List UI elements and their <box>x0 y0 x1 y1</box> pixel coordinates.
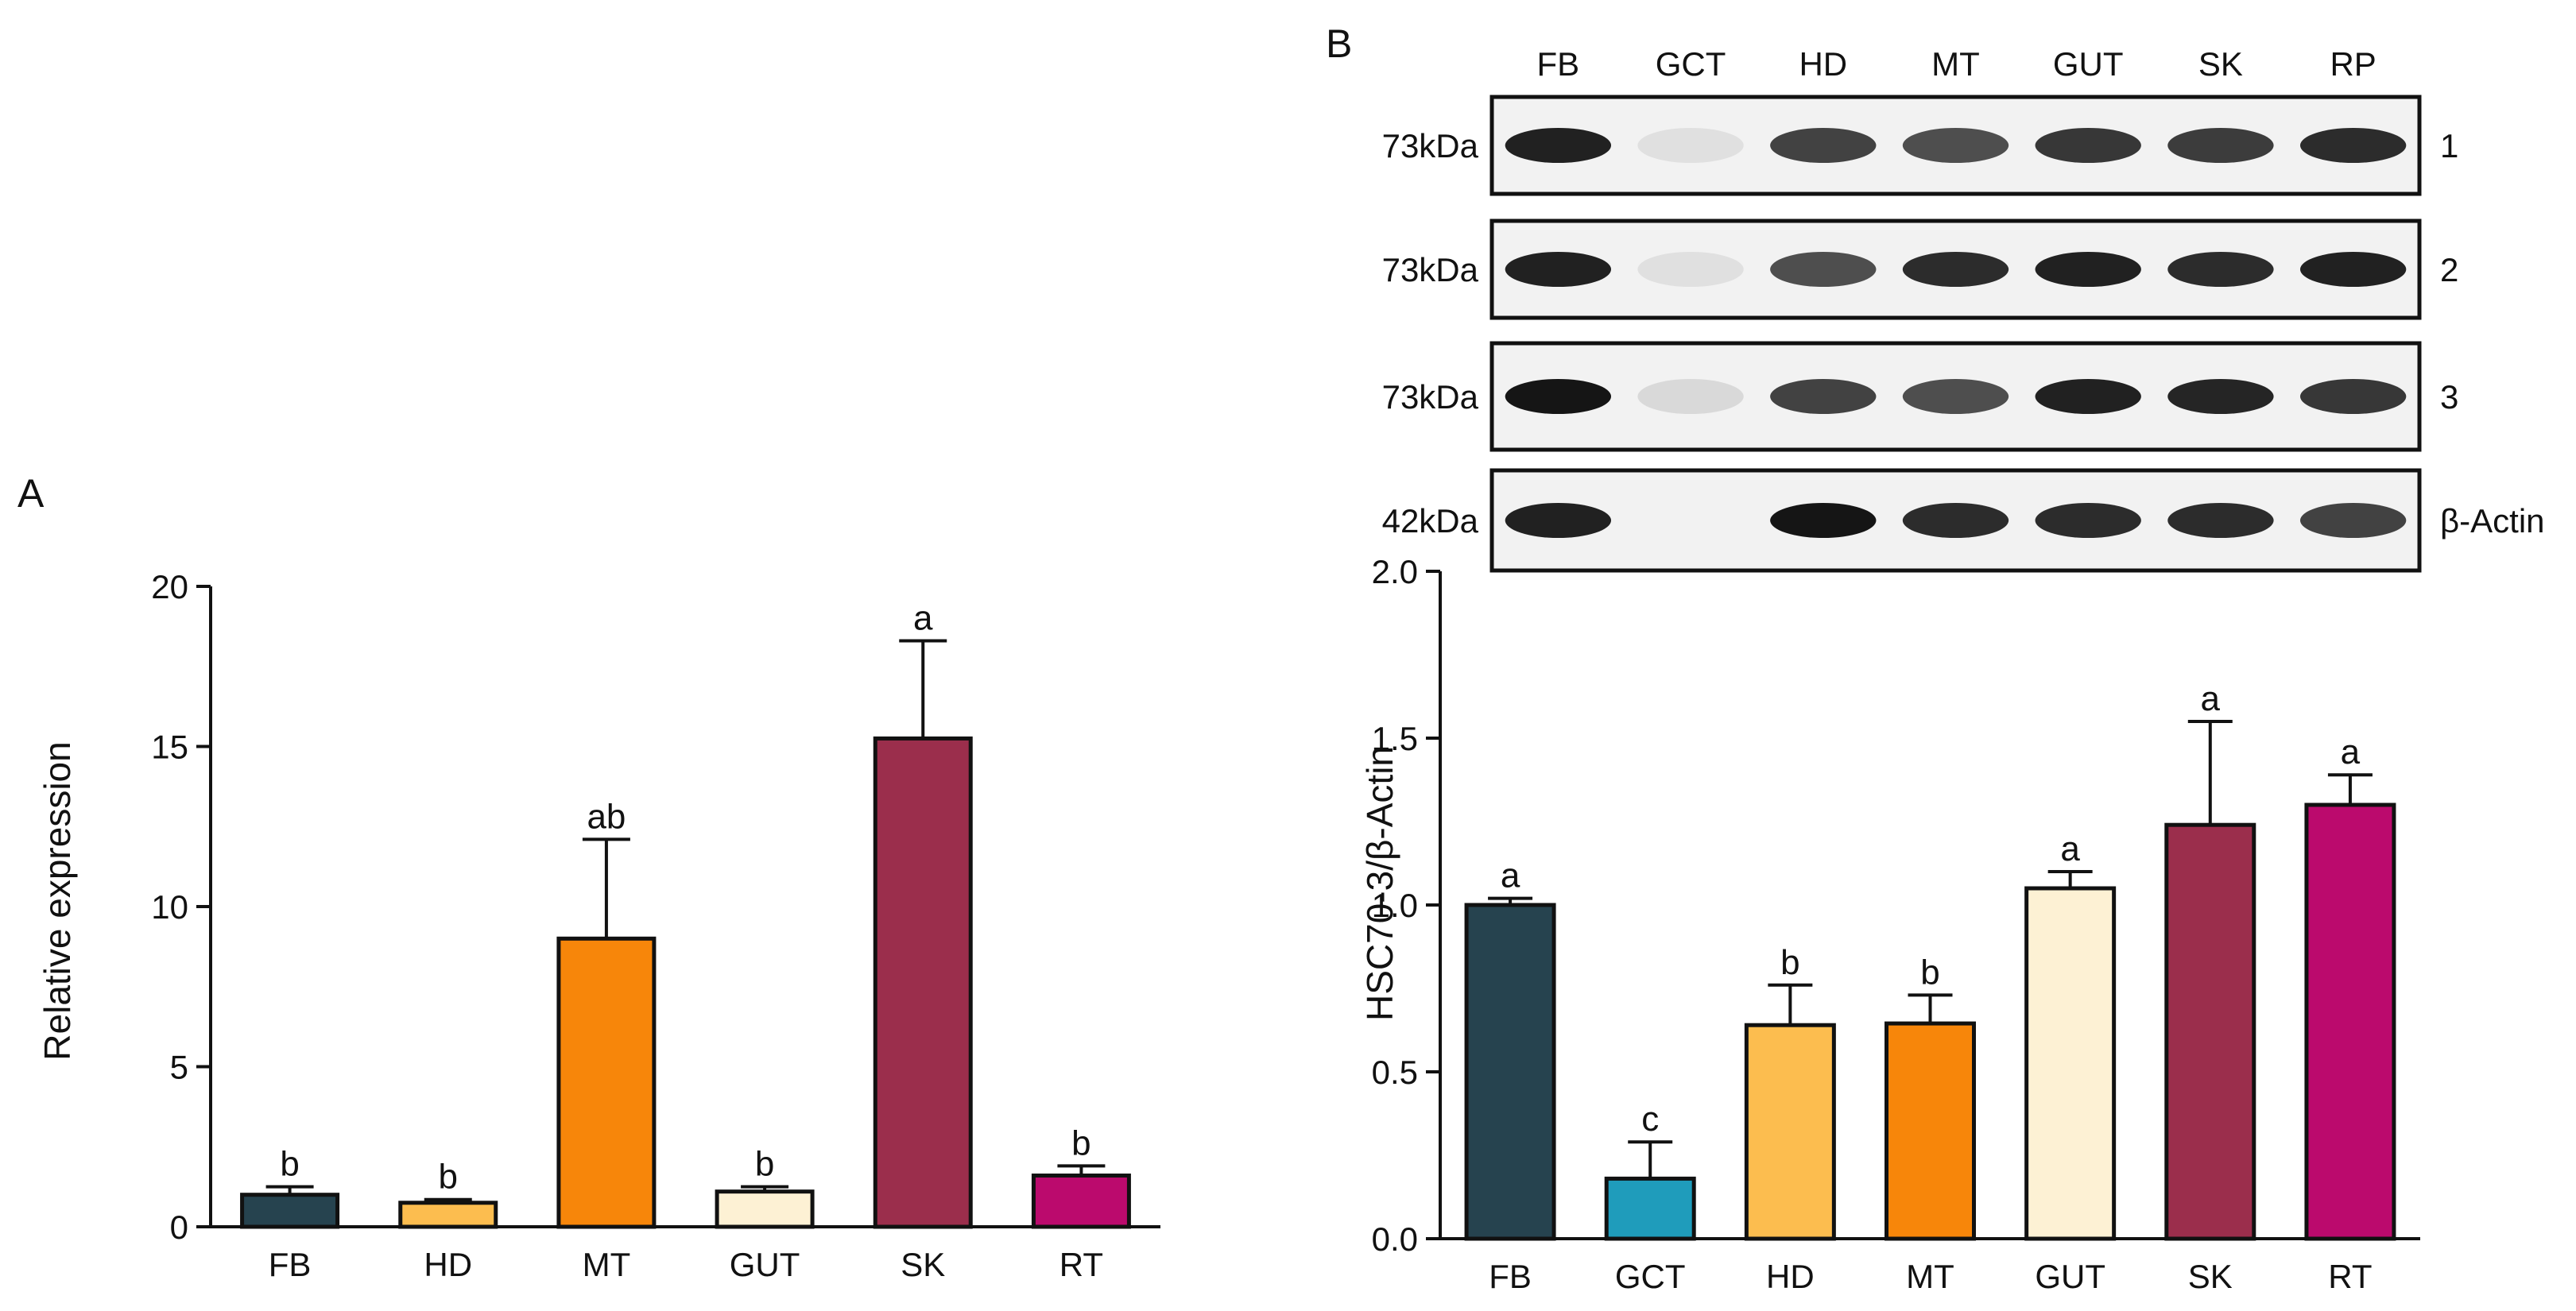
bar-hd <box>1744 1023 1836 1241</box>
x-tick-label: GUT <box>730 1246 800 1283</box>
blot-band <box>2035 503 2141 538</box>
significance-label: b <box>1920 953 1939 992</box>
bar-gut <box>2024 886 2117 1241</box>
significance-label: b <box>280 1145 299 1184</box>
bar-fb <box>240 1193 340 1229</box>
significance-label: a <box>2201 679 2221 718</box>
significance-label: ab <box>587 797 626 836</box>
chart-a: Relative expression 05101520bFBbHDabMTbG… <box>37 568 1160 1283</box>
blot-band <box>2035 379 2141 414</box>
blot-band <box>1505 379 1612 414</box>
blot-band <box>1770 252 1877 287</box>
x-tick-label: FB <box>269 1246 312 1283</box>
blot-band <box>2167 503 2274 538</box>
y-tick-label: 2.0 <box>1372 553 1418 590</box>
y-tick-label: 0.5 <box>1372 1054 1418 1091</box>
blot-band <box>2299 503 2407 538</box>
y-tick-label: 0 <box>170 1209 188 1246</box>
x-tick-label: RT <box>2328 1258 2372 1295</box>
blot-band <box>2299 128 2407 163</box>
blot-band <box>1637 252 1744 287</box>
x-tick-label: SK <box>2188 1258 2233 1295</box>
x-tick-label: RT <box>1059 1246 1103 1283</box>
bar-gct <box>1604 1176 1696 1241</box>
x-tick-label: FB <box>1489 1258 1532 1295</box>
blot-mw-label: 73kDa <box>1382 127 1479 164</box>
bar-mt <box>1885 1021 1976 1241</box>
lane-label-rp: RP <box>2330 45 2376 83</box>
blot-row-label: 2 <box>2440 251 2458 288</box>
x-tick-label: HD <box>1766 1258 1815 1295</box>
western-blot: FB GCT HD MT GUT SK RP 73kDa 1 73kDa 2 73kDa 3 42kDa β… <box>1382 45 2545 573</box>
blot-row-label: 3 <box>2440 378 2458 416</box>
bar-fb <box>1464 903 1556 1241</box>
x-tick-label: SK <box>901 1246 945 1283</box>
lane-label-fb: FB <box>1537 45 1580 83</box>
blot-band <box>2299 252 2407 287</box>
y-tick-label: 15 <box>151 729 188 766</box>
bar-rt <box>1031 1174 1131 1229</box>
x-tick-label: MT <box>1906 1258 1954 1295</box>
significance-label: a <box>913 599 933 638</box>
blot-band <box>2035 252 2141 287</box>
lane-label-sk: SK <box>2198 45 2243 83</box>
bar-rt <box>2304 802 2396 1241</box>
chart-b-ylabel: HSC70-3/β-Actin <box>1359 746 1400 1021</box>
blot-band <box>1902 503 2009 538</box>
lane-label-gut: GUT <box>2053 45 2124 83</box>
blot-band <box>1902 252 2009 287</box>
blot-band <box>1770 503 1877 538</box>
x-tick-label: MT <box>583 1246 631 1283</box>
lane-label-gct: GCT <box>1656 45 1726 83</box>
significance-label: b <box>1780 943 1799 982</box>
y-tick-label: 5 <box>170 1049 188 1086</box>
y-tick-label: 10 <box>151 888 188 926</box>
significance-label: b <box>1071 1123 1090 1162</box>
blot-mw-label: 42kDa <box>1382 502 1479 539</box>
blot-mw-label: 73kDa <box>1382 251 1479 288</box>
blot-band <box>1902 379 2009 414</box>
blot-band <box>1770 128 1877 163</box>
x-tick-label: GCT <box>1615 1258 1686 1295</box>
panel-label-b: B <box>1326 21 1352 66</box>
blot-band <box>2167 252 2274 287</box>
significance-label: b <box>755 1145 774 1184</box>
significance-label: a <box>2341 733 2361 772</box>
bar-gut <box>715 1189 815 1229</box>
bar-sk <box>873 736 973 1229</box>
blot-band <box>2299 379 2407 414</box>
panel-label-a: A <box>17 471 45 516</box>
blot-band <box>1770 379 1877 414</box>
bar-mt <box>556 936 657 1229</box>
blot-band <box>2035 128 2141 163</box>
blot-row-label: β-Actin <box>2440 502 2545 539</box>
y-tick-label: 20 <box>151 568 188 605</box>
blot-band <box>1505 503 1612 538</box>
blot-band <box>1902 128 2009 163</box>
significance-label: a <box>1501 857 1520 895</box>
bar-sk <box>2164 822 2256 1241</box>
blot-band <box>1505 128 1612 163</box>
y-tick-label: 1.0 <box>1372 887 1418 924</box>
y-tick-label: 1.5 <box>1372 720 1418 757</box>
significance-label: a <box>2060 830 2080 868</box>
blot-band <box>1505 252 1612 287</box>
significance-label: c <box>1641 1100 1659 1139</box>
blot-band <box>1637 379 1744 414</box>
chart-a-ylabel: Relative expression <box>37 741 78 1060</box>
lane-label-mt: MT <box>1931 45 1980 83</box>
lane-label-hd: HD <box>1799 45 1847 83</box>
x-tick-label: HD <box>424 1246 472 1283</box>
chart-b: HSC70-3/β-Actin 0.0 0.5 1.0 1.5 2.0 a FB c GCT b H… <box>1359 553 2420 1295</box>
blot-row-label: 1 <box>2440 127 2458 164</box>
blot-band <box>2167 379 2274 414</box>
significance-label: b <box>439 1158 458 1197</box>
blot-band <box>2167 128 2274 163</box>
blot-band <box>1637 128 1744 163</box>
y-tick-label: 0.0 <box>1372 1220 1418 1258</box>
blot-mw-label: 73kDa <box>1382 378 1479 416</box>
x-tick-label: GUT <box>2035 1258 2105 1295</box>
bar-hd <box>398 1201 498 1229</box>
